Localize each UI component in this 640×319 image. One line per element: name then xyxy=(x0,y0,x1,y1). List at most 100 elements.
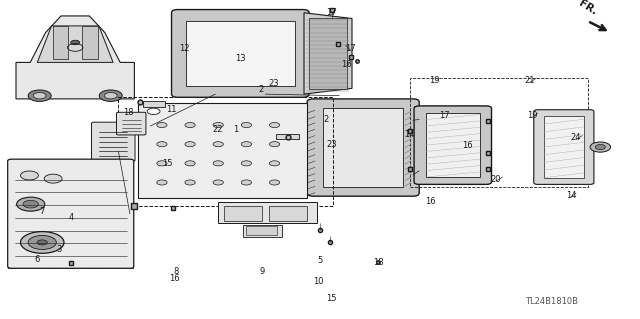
Bar xyxy=(143,101,165,107)
Bar xyxy=(224,206,262,221)
Bar xyxy=(218,202,317,223)
Text: 3: 3 xyxy=(56,245,61,254)
Circle shape xyxy=(185,180,195,185)
Text: 1: 1 xyxy=(233,125,238,134)
Text: 9: 9 xyxy=(260,267,265,276)
FancyBboxPatch shape xyxy=(116,112,146,135)
FancyBboxPatch shape xyxy=(8,159,134,268)
Circle shape xyxy=(99,90,122,101)
FancyBboxPatch shape xyxy=(92,122,135,161)
Polygon shape xyxy=(52,26,68,59)
Circle shape xyxy=(185,122,195,128)
Circle shape xyxy=(185,161,195,166)
Text: 16: 16 xyxy=(462,141,472,150)
Text: 17: 17 xyxy=(326,8,337,17)
Circle shape xyxy=(595,145,605,150)
Circle shape xyxy=(241,142,252,147)
Text: 4: 4 xyxy=(69,213,74,222)
Text: 20: 20 xyxy=(491,175,501,184)
Circle shape xyxy=(157,122,167,128)
Text: 13: 13 xyxy=(235,54,245,63)
Text: 11: 11 xyxy=(166,105,177,114)
Text: 17: 17 xyxy=(346,44,356,53)
Circle shape xyxy=(20,232,64,253)
FancyBboxPatch shape xyxy=(414,106,492,184)
Bar xyxy=(276,134,299,139)
Text: 5: 5 xyxy=(317,256,323,265)
Text: FR.: FR. xyxy=(577,0,598,17)
FancyBboxPatch shape xyxy=(307,99,419,196)
Text: 16: 16 xyxy=(425,197,435,206)
Polygon shape xyxy=(83,26,98,59)
Text: 23: 23 xyxy=(326,140,337,149)
Circle shape xyxy=(213,122,223,128)
Circle shape xyxy=(157,142,167,147)
Circle shape xyxy=(147,108,160,115)
Circle shape xyxy=(17,197,45,211)
Bar xyxy=(8,160,133,268)
Text: 7: 7 xyxy=(39,207,44,216)
Text: 2: 2 xyxy=(259,85,264,94)
Text: 10: 10 xyxy=(313,277,323,286)
Bar xyxy=(544,116,584,178)
Circle shape xyxy=(70,40,79,45)
Text: 15: 15 xyxy=(163,159,173,168)
Circle shape xyxy=(213,180,223,185)
Circle shape xyxy=(185,142,195,147)
Polygon shape xyxy=(37,26,113,63)
Text: 22: 22 xyxy=(212,125,223,134)
Circle shape xyxy=(33,93,46,99)
Polygon shape xyxy=(304,13,352,94)
Circle shape xyxy=(104,93,117,99)
Circle shape xyxy=(37,240,47,245)
Circle shape xyxy=(213,142,223,147)
FancyBboxPatch shape xyxy=(534,110,594,184)
Circle shape xyxy=(28,235,56,249)
Text: 19: 19 xyxy=(429,76,439,85)
Text: 6: 6 xyxy=(35,255,40,263)
Bar xyxy=(243,225,282,237)
Circle shape xyxy=(269,180,280,185)
Circle shape xyxy=(213,161,223,166)
Text: TL24B1810B: TL24B1810B xyxy=(525,297,578,306)
Text: 8: 8 xyxy=(173,267,179,276)
Text: 16: 16 xyxy=(342,60,352,69)
Text: 23: 23 xyxy=(269,79,279,88)
Text: 16: 16 xyxy=(169,274,179,283)
Circle shape xyxy=(157,161,167,166)
Text: 15: 15 xyxy=(326,294,337,303)
Circle shape xyxy=(269,142,280,147)
Circle shape xyxy=(28,90,51,101)
Circle shape xyxy=(20,171,38,180)
Text: 2: 2 xyxy=(324,115,329,124)
Bar xyxy=(246,226,277,235)
Bar xyxy=(426,113,480,177)
Text: 14: 14 xyxy=(404,130,415,139)
Bar xyxy=(410,78,588,187)
Bar xyxy=(269,206,307,221)
Text: 18: 18 xyxy=(123,108,133,117)
Circle shape xyxy=(590,142,611,152)
Bar xyxy=(323,108,403,187)
Bar xyxy=(118,97,333,206)
Circle shape xyxy=(269,122,280,128)
Circle shape xyxy=(157,180,167,185)
Circle shape xyxy=(23,200,38,208)
Circle shape xyxy=(241,122,252,128)
Text: 19: 19 xyxy=(527,111,538,120)
FancyBboxPatch shape xyxy=(172,10,309,97)
Circle shape xyxy=(241,161,252,166)
Circle shape xyxy=(269,161,280,166)
Circle shape xyxy=(241,180,252,185)
Bar xyxy=(138,103,307,198)
Polygon shape xyxy=(16,16,134,99)
Circle shape xyxy=(44,174,62,183)
Text: 14: 14 xyxy=(566,191,576,200)
Bar xyxy=(309,18,347,89)
Text: 18: 18 xyxy=(374,258,384,267)
Text: 12: 12 xyxy=(179,44,189,53)
Text: 21: 21 xyxy=(525,76,535,85)
Text: 24: 24 xyxy=(571,133,581,142)
Bar xyxy=(186,21,295,86)
Text: 17: 17 xyxy=(440,111,450,120)
